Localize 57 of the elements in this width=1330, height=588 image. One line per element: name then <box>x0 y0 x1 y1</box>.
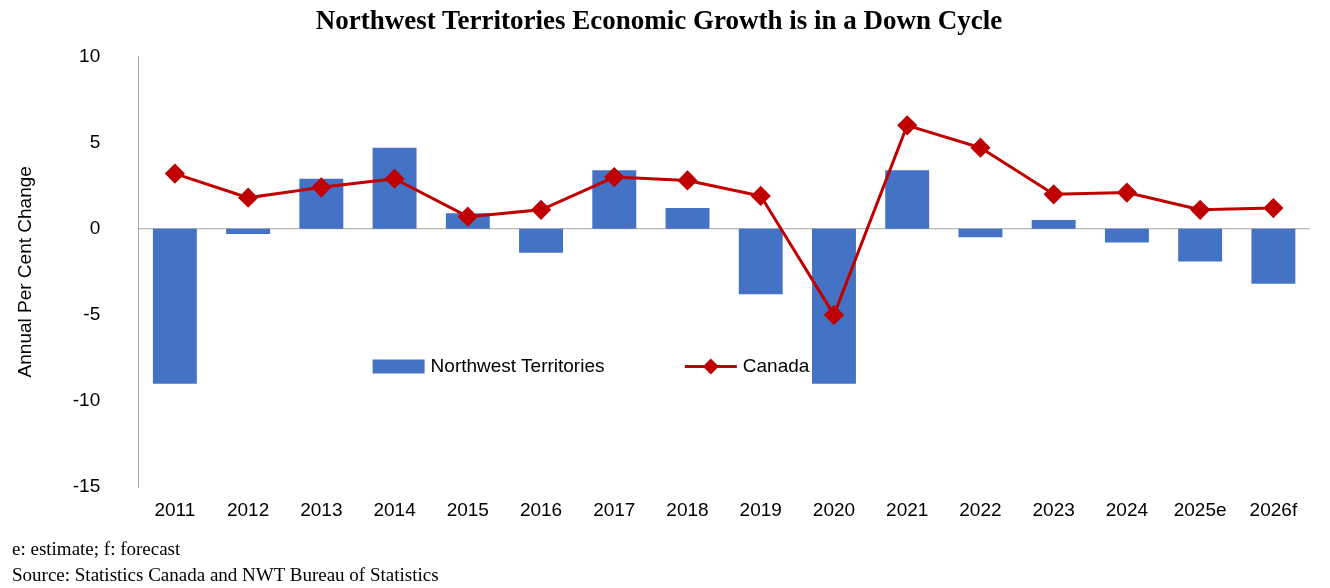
point <box>165 164 185 184</box>
bar <box>1104 228 1149 243</box>
x-tick-label: 2024 <box>1105 498 1149 520</box>
bar <box>1178 228 1223 262</box>
y-tick-label: 0 <box>89 216 101 238</box>
x-tick-label: 2021 <box>886 498 929 520</box>
y-tick-label: 10 <box>79 44 101 66</box>
point <box>1117 183 1137 203</box>
y-tick-label: 5 <box>89 130 101 152</box>
x-tick-label: 2011 <box>154 498 196 520</box>
x-tick-label: 2015 <box>446 498 489 520</box>
x-tick-label: 2025e <box>1173 498 1227 520</box>
point <box>458 207 478 227</box>
x-tick-label: 2016 <box>519 498 563 520</box>
x-tick-label: 2013 <box>300 498 343 520</box>
x-tick-label: 2019 <box>739 498 782 520</box>
point <box>1044 184 1064 204</box>
point <box>385 169 405 189</box>
point <box>678 170 698 190</box>
y-tick-label: -10 <box>72 389 101 411</box>
point <box>531 200 551 220</box>
x-tick-label: 2012 <box>226 498 270 520</box>
bar <box>372 147 417 229</box>
x-tick-label: 2014 <box>373 498 417 520</box>
bar <box>885 170 930 229</box>
point <box>311 177 331 197</box>
point <box>970 138 990 158</box>
x-tick-label: 2018 <box>666 498 709 520</box>
point <box>238 188 258 208</box>
point <box>751 186 771 206</box>
x-tick-label: 2022 <box>959 498 1002 520</box>
bar <box>152 228 197 384</box>
bar <box>1251 228 1296 284</box>
bar <box>958 228 1003 238</box>
bar <box>519 228 564 253</box>
y-tick-label: -5 <box>83 303 101 325</box>
y-tick-label: -15 <box>72 475 101 497</box>
bar <box>812 228 856 384</box>
x-tick-label: 2020 <box>812 498 856 520</box>
chart-title: Northwest Territories Economic Growth is in a Down Cycle <box>315 5 1003 36</box>
point <box>897 115 917 135</box>
y-axis-title: Annual Per Cent Change <box>13 166 35 378</box>
legend-label: Northwest Territories <box>430 354 605 376</box>
bar <box>665 208 710 229</box>
point <box>824 305 844 325</box>
point <box>1263 198 1283 218</box>
legend-label: Canada <box>742 354 810 376</box>
text: e: estimate; f: forecast <box>12 537 182 561</box>
bar <box>738 228 783 295</box>
point <box>1190 200 1210 220</box>
x-tick-label: 2023 <box>1032 498 1075 520</box>
bar <box>1031 220 1076 229</box>
x-tick-label: 2017 <box>593 498 636 520</box>
bar <box>226 228 271 234</box>
x-tick-label: 2026f <box>1249 498 1298 520</box>
point <box>604 167 624 187</box>
source-note: Source: Statistics Canada and NWT Bureau of Statistics <box>12 563 439 587</box>
